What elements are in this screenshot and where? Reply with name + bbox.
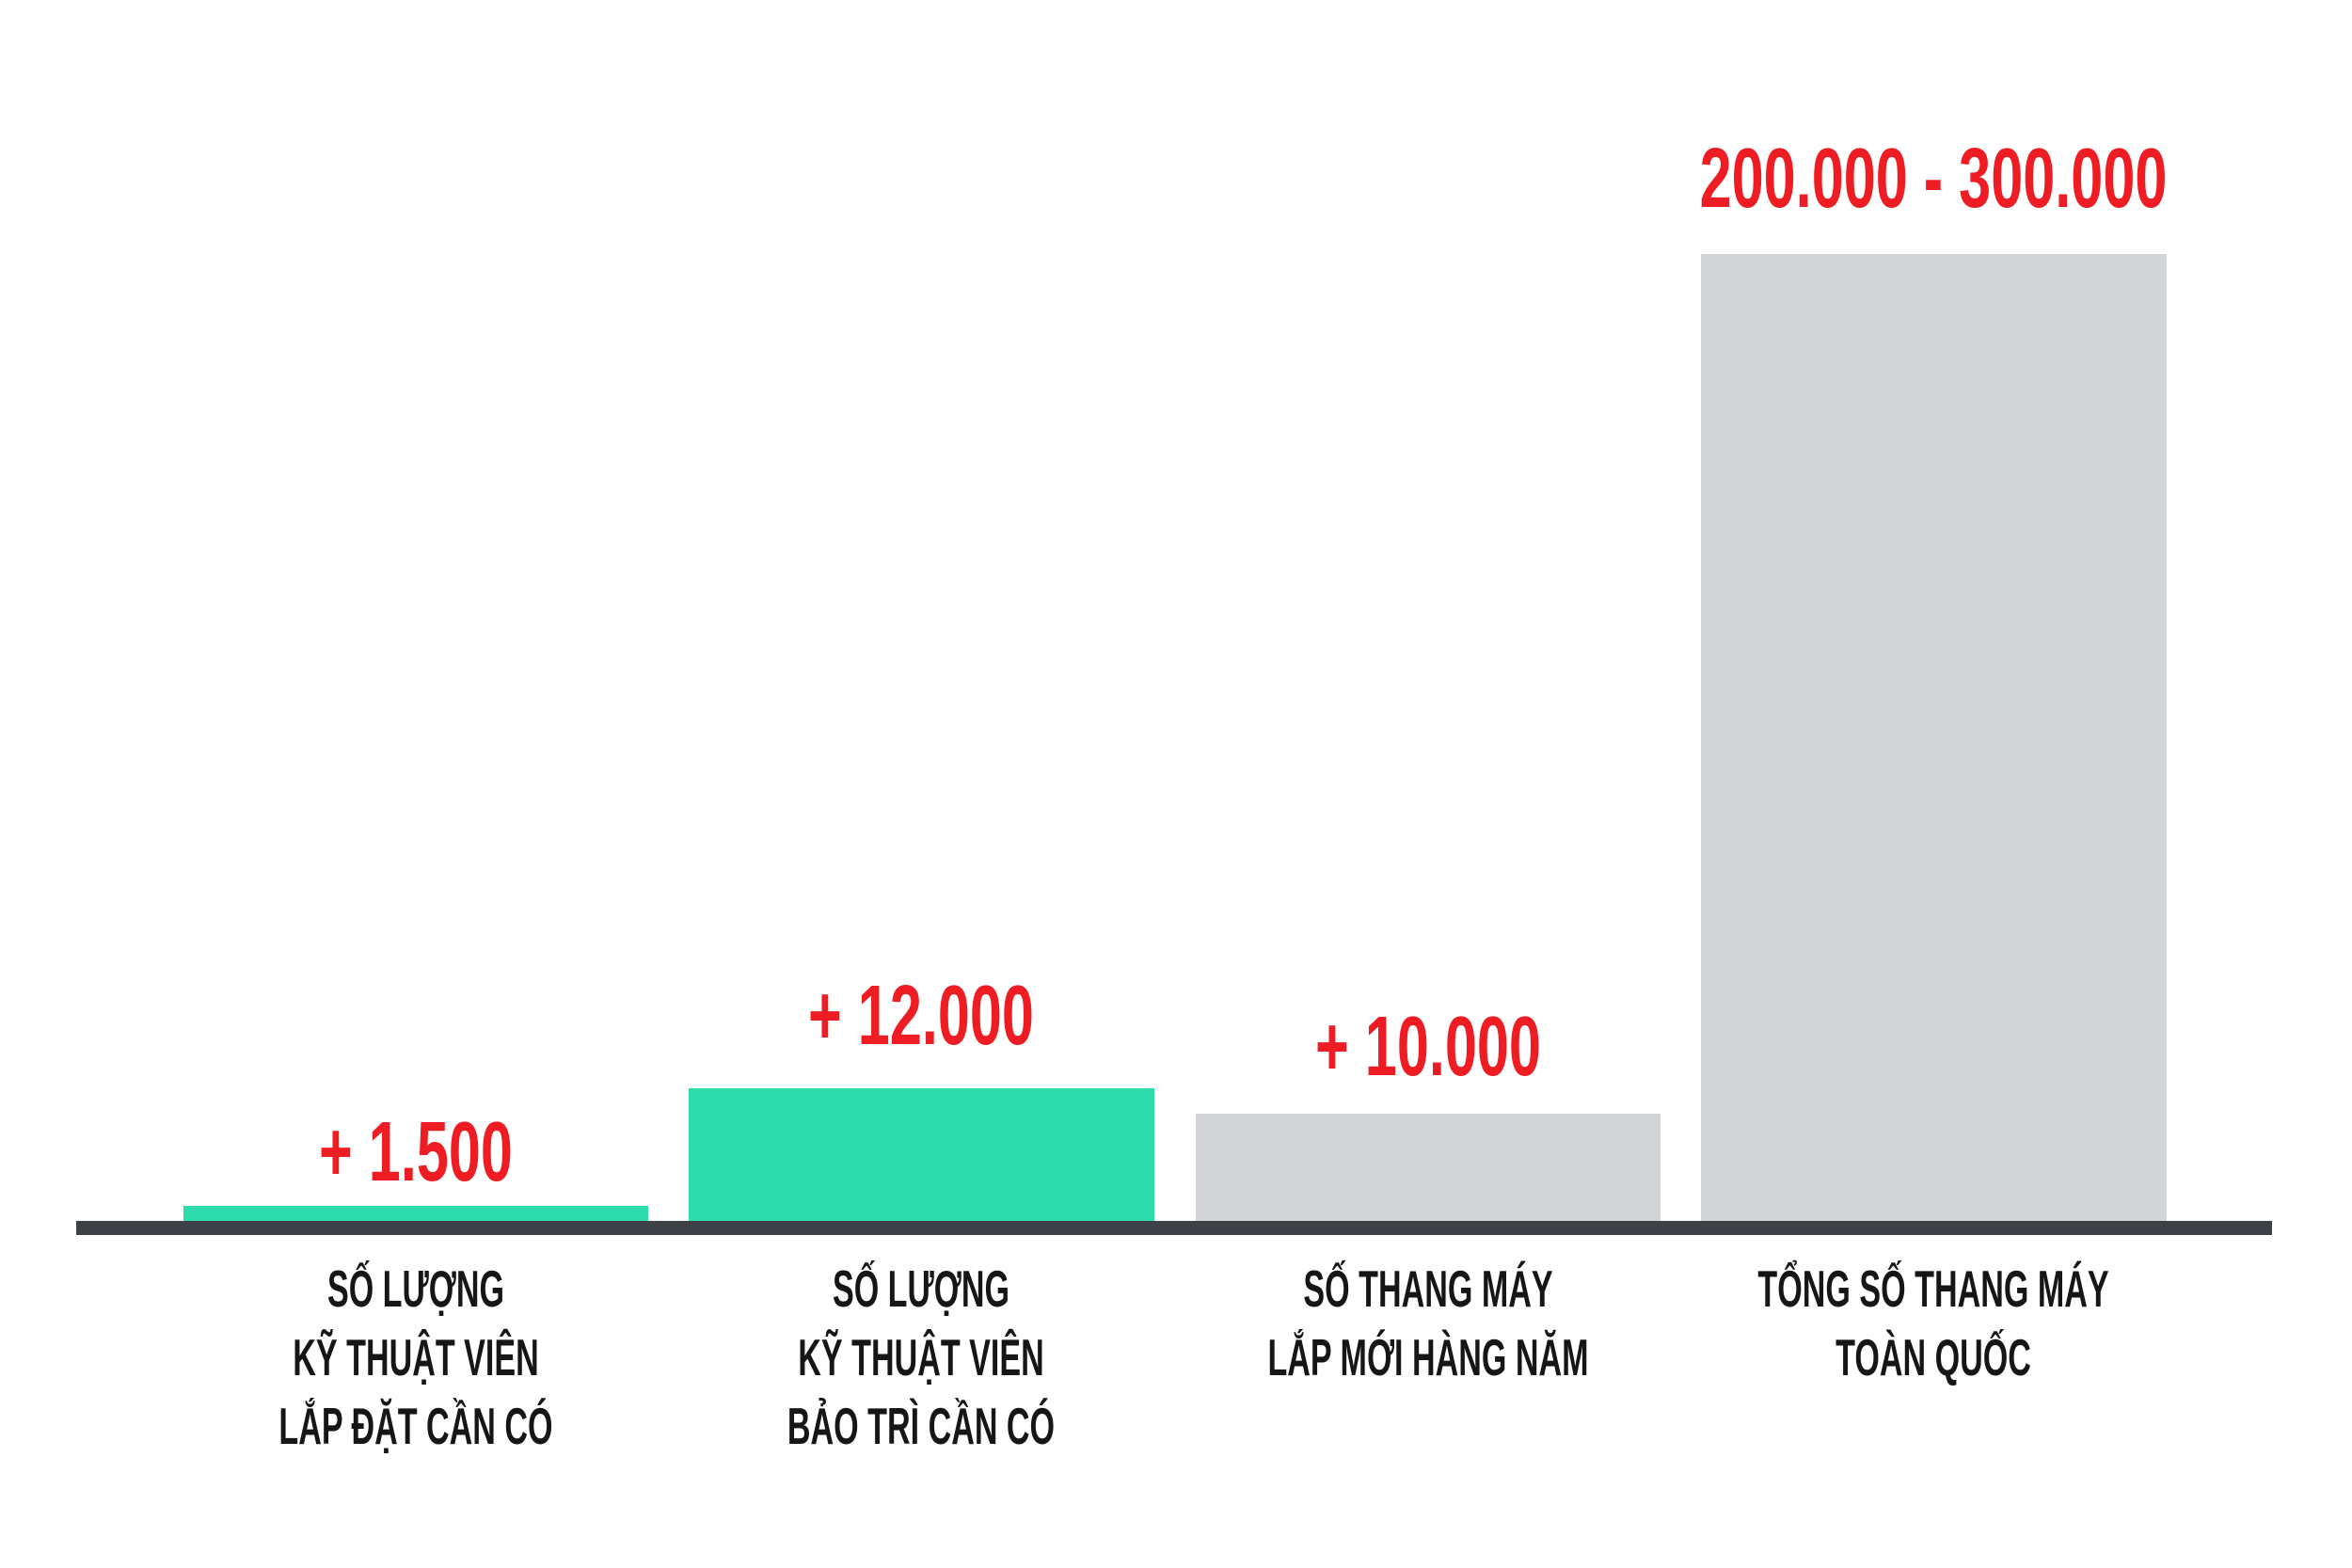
baseline-axis [76,1221,2272,1235]
category-label-new-elevators: SỐ THANG MÁY LẮP MỚI HÀNG NĂM [1005,1255,1851,1392]
category-line: LẮP MỚI HÀNG NĂM [1267,1328,1589,1386]
bar-installation-technicians-needed [183,1206,648,1221]
bar-new-elevators-installed-annually [1196,1114,1661,1221]
category-line: BẢO TRÌ CẦN CÓ [787,1397,1056,1455]
category-label-total-elevators: TỔNG SỐ THANG MÁY TOÀN QUỐC [1510,1255,2352,1392]
value-label-new-elevators: + 10.000 [1005,1005,1851,1089]
category-text: SỐ LƯỢNG KỸ THUẬT VIÊN BẢO TRÌ CẦN CÓ [659,1255,1184,1461]
value-label-installation-technicians: + 1.500 [0,1110,839,1195]
bar-maintenance-technicians-needed [689,1088,1154,1221]
category-line: SỐ LƯỢNG [326,1259,505,1318]
value-text: + 12.000 [808,969,1034,1063]
category-line: SỐ LƯỢNG [832,1259,1010,1318]
category-line: LẮP ĐẶT CẦN CÓ [278,1397,553,1455]
bar-total-elevators-nationwide [1701,254,2167,1221]
category-line: TỔNG SỐ THANG MÁY [1757,1259,2109,1318]
category-text: TỔNG SỐ THANG MÁY TOÀN QUỐC [1671,1255,2196,1392]
value-label-total-elevators: 200.000 - 300.000 [1510,136,2352,221]
category-line: TOÀN QUỐC [1836,1328,2031,1386]
category-line: SỐ THANG MÁY [1303,1259,1553,1318]
value-text: + 1.500 [319,1105,513,1199]
value-text: + 10.000 [1315,1000,1541,1094]
value-label-maintenance-technicians: + 12.000 [498,974,1344,1058]
category-line: KỸ THUẬT VIÊN [293,1328,539,1386]
category-label-maintenance-technicians: SỐ LƯỢNG KỸ THUẬT VIÊN BẢO TRÌ CẦN CÓ [498,1255,1344,1461]
category-text: SỐ LƯỢNG KỸ THUẬT VIÊN LẮP ĐẶT CẦN CÓ [153,1255,678,1461]
category-line: KỸ THUẬT VIÊN [798,1328,1044,1386]
value-text: 200.000 - 300.000 [1699,132,2168,226]
category-text: SỐ THANG MÁY LẮP MỚI HÀNG NĂM [1166,1255,1691,1392]
category-label-installation-technicians: SỐ LƯỢNG KỸ THUẬT VIÊN LẮP ĐẶT CẦN CÓ [0,1255,839,1461]
